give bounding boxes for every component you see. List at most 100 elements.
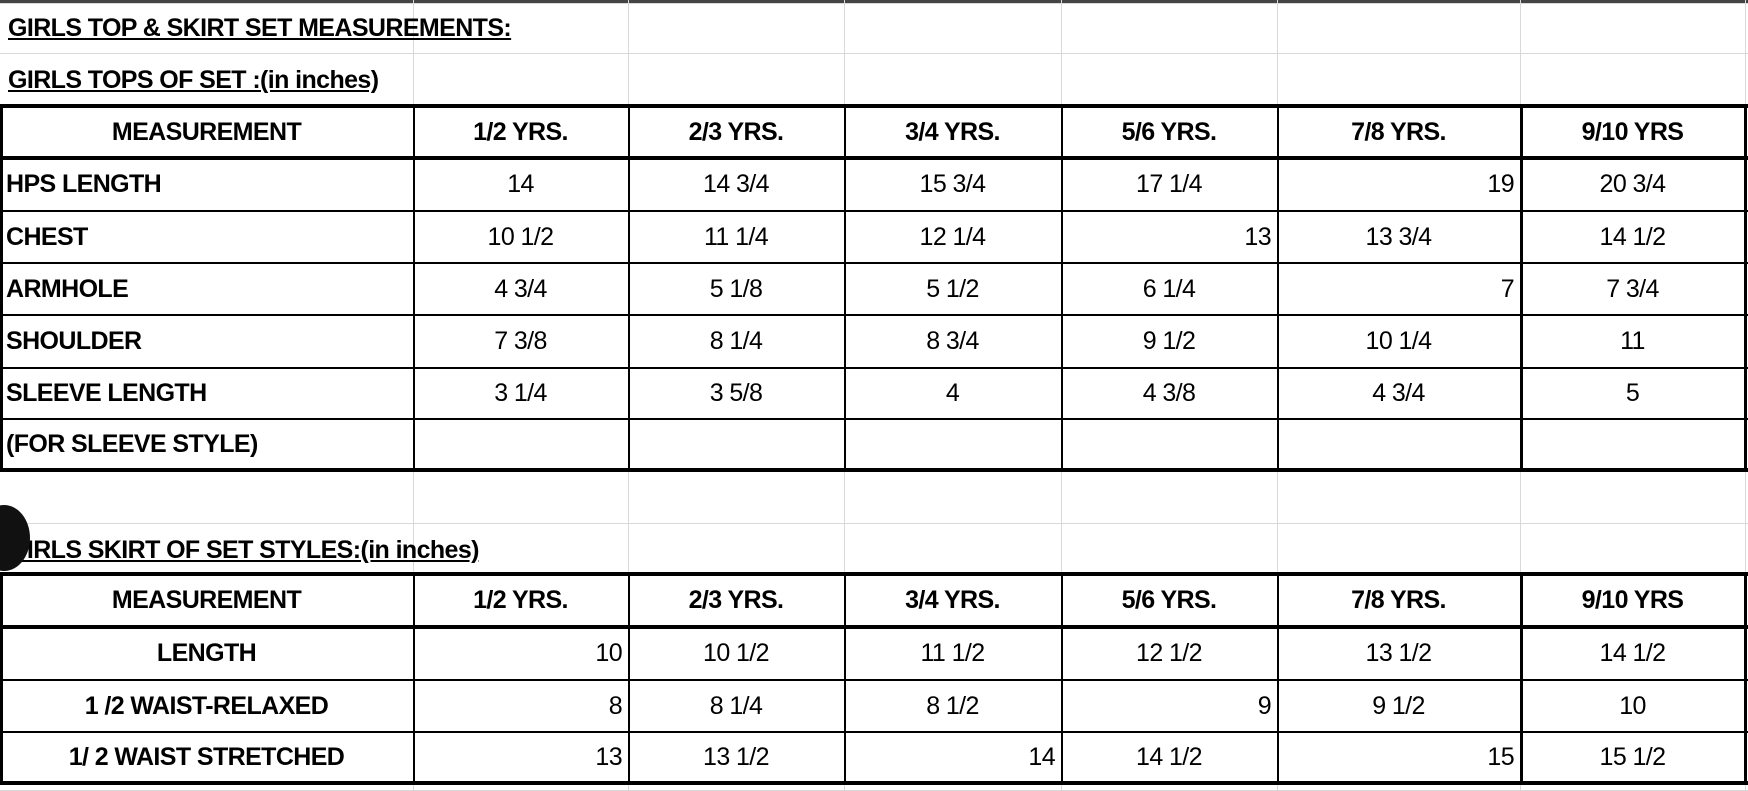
measurement-cell[interactable]: 10 1/2 [703,639,770,667]
table-border [628,574,630,783]
table-border [0,210,1748,212]
measurement-cell[interactable]: 10 1/4 [1365,327,1433,355]
row-label[interactable]: SLEEVE LENGTH [6,379,207,407]
measurement-cell[interactable]: 9 1/2 [1142,327,1196,355]
measurement-cell[interactable] [1520,419,1745,470]
column-header-size[interactable]: 1/2 YRS. [473,586,568,614]
measurement-cell[interactable]: 19 [1487,170,1514,198]
measurement-cell[interactable]: 5 1/2 [926,274,979,303]
column-header-size[interactable]: 7/8 YRS. [1351,117,1446,146]
measurement-cell[interactable]: 7 [1500,274,1515,303]
measurement-cell[interactable]: 14 [1028,743,1055,771]
table-border [1744,106,1747,470]
measurement-cell[interactable]: 10 [595,639,622,667]
column-header-measurement[interactable]: MEASUREMENT [111,586,302,614]
gridline [0,523,1748,524]
table-border [413,106,415,470]
measurement-cell[interactable]: 9 [1257,691,1272,720]
measurement-cell[interactable]: 11 1/4 [703,222,769,251]
table-border [0,679,1748,681]
measurement-cell[interactable]: 11 [1620,327,1645,355]
measurement-cell[interactable]: 8 1/2 [926,691,979,720]
measurement-cell[interactable]: 9 1/2 [1372,691,1425,720]
measurement-cell[interactable] [1061,419,1277,470]
table-border [1061,106,1063,470]
column-header-size[interactable]: 9/10 YRS [1581,117,1684,146]
row-label[interactable]: SHOULDER [6,327,142,355]
table-border [0,367,1748,369]
column-header-size[interactable]: 5/6 YRS. [1121,586,1217,614]
row-label[interactable]: (FOR SLEEVE STYLE) [6,430,258,458]
table-border [844,574,846,783]
measurement-cell[interactable]: 13 1/2 [703,743,770,771]
gridline [0,53,1748,54]
column-header-size[interactable]: 2/3 YRS. [688,117,784,146]
measurement-cell[interactable]: 3 5/8 [709,379,763,407]
column-header-size[interactable]: 2/3 YRS. [688,586,784,614]
measurement-cell[interactable]: 14 3/4 [703,170,770,198]
measurement-cell[interactable]: 13 [595,743,622,771]
measurement-cell[interactable]: 14 1/2 [1136,743,1203,771]
measurement-cell[interactable]: 11 1/2 [920,639,985,667]
table-border [0,314,1748,316]
measurement-cell[interactable]: 5 1/8 [709,274,763,303]
table-border [844,106,846,470]
row-label[interactable]: 1 /2 WAIST-RELAXED [84,691,329,720]
table-border [0,574,3,783]
measurement-cell[interactable]: 17 1/4 [1136,170,1203,198]
measurement-cell[interactable] [628,419,844,470]
measurement-cell[interactable]: 7 3/4 [1606,274,1659,303]
row-label[interactable]: CHEST [6,222,88,251]
gridline [0,3,1748,4]
row-label[interactable]: 1/ 2 WAIST STRETCHED [68,743,345,771]
measurement-cell[interactable] [1277,419,1520,470]
column-header-size[interactable]: 9/10 YRS [1581,586,1684,614]
skirt-section-title: GIRLS SKIRT OF SET STYLES:(in inches) [8,536,480,564]
measurement-cell[interactable] [844,419,1061,470]
column-header-size[interactable]: 3/4 YRS. [905,117,1000,146]
table-border [0,468,1748,472]
column-header-size[interactable]: 7/8 YRS. [1351,586,1446,614]
measurement-cell[interactable]: 8 1/4 [709,691,763,720]
measurement-cell[interactable]: 4 3/4 [494,274,547,303]
column-header-size[interactable]: 5/6 YRS. [1121,117,1217,146]
measurement-cell[interactable]: 3 1/4 [494,379,547,407]
measurement-cell[interactable]: 8 3/4 [926,327,979,355]
measurement-cell[interactable]: 10 1/2 [487,222,555,251]
measurement-cell[interactable]: 5 [1625,379,1640,407]
measurement-cell[interactable]: 4 3/4 [1372,379,1425,407]
measurement-cell[interactable]: 4 [945,379,960,407]
measurement-cell[interactable]: 20 3/4 [1599,170,1667,198]
measurement-cell[interactable]: 14 1/2 [1599,639,1667,667]
table-border [0,625,1748,629]
column-header-measurement[interactable]: MEASUREMENT [111,117,302,146]
column-header-size[interactable]: 1/2 YRS. [473,117,568,146]
measurement-cell[interactable]: 7 3/8 [494,327,547,355]
table-border [1061,574,1063,783]
table-border [0,104,1748,108]
row-label[interactable]: LENGTH [156,639,257,667]
measurement-cell[interactable]: 14 [507,170,534,198]
measurement-cell[interactable]: 8 1/4 [709,327,763,355]
row-label[interactable]: HPS LENGTH [6,170,162,198]
measurement-cell[interactable]: 13 1/2 [1365,639,1433,667]
measurement-cell[interactable]: 13 [1244,222,1271,251]
measurement-cell[interactable]: 15 1/2 [1599,743,1667,771]
tops-section-title: GIRLS TOPS OF SET :(in inches) [8,66,379,94]
measurement-cell[interactable]: 6 1/4 [1142,274,1196,303]
table-border [0,156,1748,160]
measurement-cell[interactable]: 10 [1619,691,1646,720]
column-header-size[interactable]: 3/4 YRS. [905,586,1000,614]
row-label[interactable]: ARMHOLE [6,274,129,303]
measurement-cell[interactable]: 8 [608,691,623,720]
measurement-cell[interactable]: 13 3/4 [1365,222,1433,251]
measurement-cell[interactable]: 14 1/2 [1599,222,1667,251]
window-top-bar [0,0,1748,3]
measurement-cell[interactable] [413,419,628,470]
measurement-cell[interactable]: 12 1/4 [919,222,987,251]
measurement-cell[interactable]: 12 1/2 [1136,639,1203,667]
measurement-cell[interactable]: 15 3/4 [919,170,987,198]
measurement-cell[interactable]: 15 [1487,743,1514,771]
measurement-cell[interactable]: 4 3/8 [1142,379,1196,407]
table-border [0,781,1748,785]
